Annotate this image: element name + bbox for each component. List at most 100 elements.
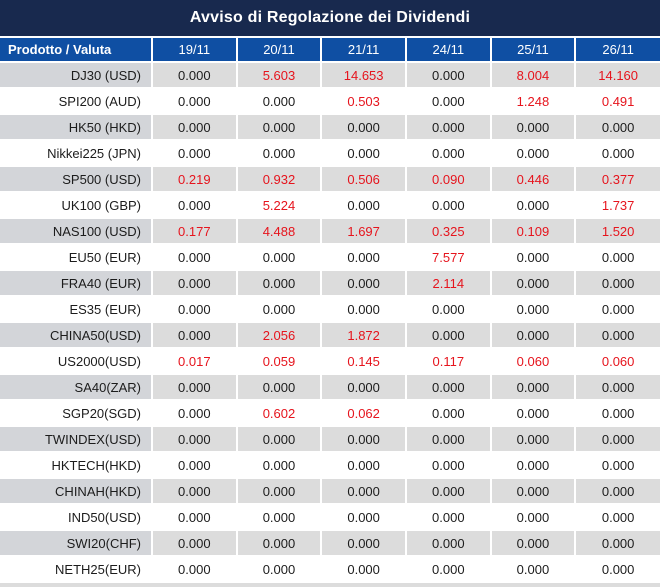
value-cell: 0.000 — [235, 113, 323, 141]
value-cell: 0.000 — [574, 555, 660, 583]
value-cell: 0.000 — [489, 295, 577, 323]
table-row: SGP20(SGD) 0.000 0.602 0.062 0.000 0.000 0.000 — [0, 399, 660, 427]
value-cell: 0.000 — [151, 87, 238, 115]
value-cell: 0.000 — [151, 373, 238, 401]
value-cell: 0.117 — [404, 347, 492, 375]
value-cell: 0.219 — [151, 165, 238, 193]
value-cell: 0.000 — [574, 113, 660, 141]
page-title: Avviso di Regolazione dei Dividendi — [0, 0, 660, 38]
product-cell: US2000(USD) — [0, 347, 153, 375]
value-cell: 0.000 — [235, 451, 323, 479]
value-cell: 0.062 — [320, 399, 407, 427]
value-cell: 0.000 — [151, 529, 238, 557]
value-cell: 0.000 — [320, 139, 407, 167]
value-cell: 0.000 — [404, 321, 492, 349]
table-row: HKTECH(HKD) 0.000 0.000 0.000 0.000 0.000 0.00… — [0, 451, 660, 479]
value-cell: 2.114 — [404, 269, 492, 297]
value-cell: 0.000 — [235, 425, 323, 453]
value-cell: 0.060 — [489, 347, 577, 375]
value-cell: 0.000 — [235, 243, 323, 271]
value-cell: 0.000 — [151, 477, 238, 505]
product-cell: SGP20(SGD) — [0, 399, 153, 427]
value-cell: 0.090 — [404, 165, 492, 193]
value-cell: 0.000 — [404, 61, 492, 89]
value-cell: 0.000 — [235, 87, 323, 115]
table-row: UK100 (GBP) 0.000 5.224 0.000 0.000 0.000 1.73… — [0, 191, 660, 219]
product-cell: SPI200 (AUD) — [0, 87, 153, 115]
column-header-row: Prodotto / Valuta 19/11 20/11 21/11 24/11 25… — [0, 36, 660, 63]
value-cell: 0.000 — [320, 373, 407, 401]
value-cell: 0.000 — [235, 555, 323, 583]
value-cell: 0.000 — [574, 425, 660, 453]
product-cell: EU50 (EUR) — [0, 243, 153, 271]
value-cell: 0.000 — [404, 477, 492, 505]
product-currency-header: Prodotto / Valuta — [0, 36, 153, 63]
value-cell: 0.000 — [151, 321, 238, 349]
value-cell: 0.000 — [320, 113, 407, 141]
value-cell: 0.000 — [320, 425, 407, 453]
table-row: SP500 (USD) 0.219 0.932 0.506 0.090 0.446 0.37… — [0, 165, 660, 193]
table-row: FRA40 (EUR) 0.000 0.000 0.000 2.114 0.000 0.00… — [0, 269, 660, 297]
value-cell: 0.000 — [320, 295, 407, 323]
value-cell: 0.145 — [320, 347, 407, 375]
product-cell: SP500 (USD) — [0, 165, 153, 193]
table-row: SWI20(CHF) 0.000 0.000 0.000 0.000 0.000 0.000 — [0, 529, 660, 557]
value-cell: 0.000 — [320, 269, 407, 297]
value-cell: 0.000 — [151, 139, 238, 167]
value-cell: 0.325 — [404, 217, 492, 245]
value-cell: 0.000 — [574, 295, 660, 323]
date-header-cell: 19/11 — [151, 36, 238, 63]
table-row: CHINA50(USD) 0.000 2.056 1.872 0.000 0.000 0.0… — [0, 321, 660, 349]
value-cell: 0.491 — [574, 87, 660, 115]
value-cell: 1.737 — [574, 191, 660, 219]
value-cell: 0.000 — [404, 399, 492, 427]
value-cell: 0.060 — [574, 347, 660, 375]
value-cell: 0.000 — [320, 529, 407, 557]
value-cell: 0.000 — [574, 269, 660, 297]
value-cell: 0.000 — [574, 373, 660, 401]
value-cell: 0.000 — [574, 529, 660, 557]
table-row: US2000(USD) 0.017 0.059 0.145 0.117 0.060 0.06… — [0, 347, 660, 375]
value-cell: 1.248 — [489, 87, 577, 115]
product-cell: NAS100 (USD) — [0, 217, 153, 245]
product-cell: FRA40 (EUR) — [0, 269, 153, 297]
value-cell: 0.017 — [151, 347, 238, 375]
product-cell: SWI20(CHF) — [0, 529, 153, 557]
product-cell: IND50(USD) — [0, 503, 153, 531]
product-cell: SA40(ZAR) — [0, 373, 153, 401]
value-cell: 0.000 — [489, 243, 577, 271]
value-cell: 0.000 — [151, 399, 238, 427]
value-cell: 0.000 — [574, 321, 660, 349]
value-cell: 0.059 — [235, 347, 323, 375]
table-row: TWINDEX(USD) 0.000 0.000 0.000 0.000 0.000 0.0… — [0, 425, 660, 453]
product-cell: CHINA50(USD) — [0, 321, 153, 349]
date-header-cell: 20/11 — [235, 36, 323, 63]
table-row: IND50(USD) 0.000 0.000 0.000 0.000 0.000 0.000 — [0, 503, 660, 531]
product-cell: ES35 (EUR) — [0, 295, 153, 323]
value-cell: 0.602 — [235, 399, 323, 427]
product-cell: NETH25(EUR) — [0, 555, 153, 583]
table-row: NAS100 (USD) 0.177 4.488 1.697 0.325 0.109 1.5… — [0, 217, 660, 245]
table-row: EU50 (EUR) 0.000 0.000 0.000 7.577 0.000 0.000 — [0, 243, 660, 271]
value-cell: 0.000 — [404, 555, 492, 583]
date-header-cell: 21/11 — [320, 36, 407, 63]
value-cell: 0.000 — [235, 529, 323, 557]
bottom-row-strip — [0, 583, 660, 587]
value-cell: 0.000 — [574, 139, 660, 167]
value-cell: 0.000 — [489, 503, 577, 531]
value-cell: 1.872 — [320, 321, 407, 349]
value-cell: 0.503 — [320, 87, 407, 115]
value-cell: 4.488 — [235, 217, 323, 245]
table-row: ES35 (EUR) 0.000 0.000 0.000 0.000 0.000 0.000 — [0, 295, 660, 323]
value-cell: 0.000 — [574, 503, 660, 531]
value-cell: 0.000 — [151, 61, 238, 89]
date-header-cell: 26/11 — [574, 36, 660, 63]
value-cell: 0.000 — [235, 477, 323, 505]
title-bar: Avviso di Regolazione dei Dividendi — [0, 0, 660, 38]
value-cell: 0.109 — [489, 217, 577, 245]
value-cell: 0.000 — [404, 113, 492, 141]
value-cell: 0.000 — [151, 425, 238, 453]
table-row: CHINAH(HKD) 0.000 0.000 0.000 0.000 0.000 0.00… — [0, 477, 660, 505]
value-cell: 0.000 — [235, 295, 323, 323]
